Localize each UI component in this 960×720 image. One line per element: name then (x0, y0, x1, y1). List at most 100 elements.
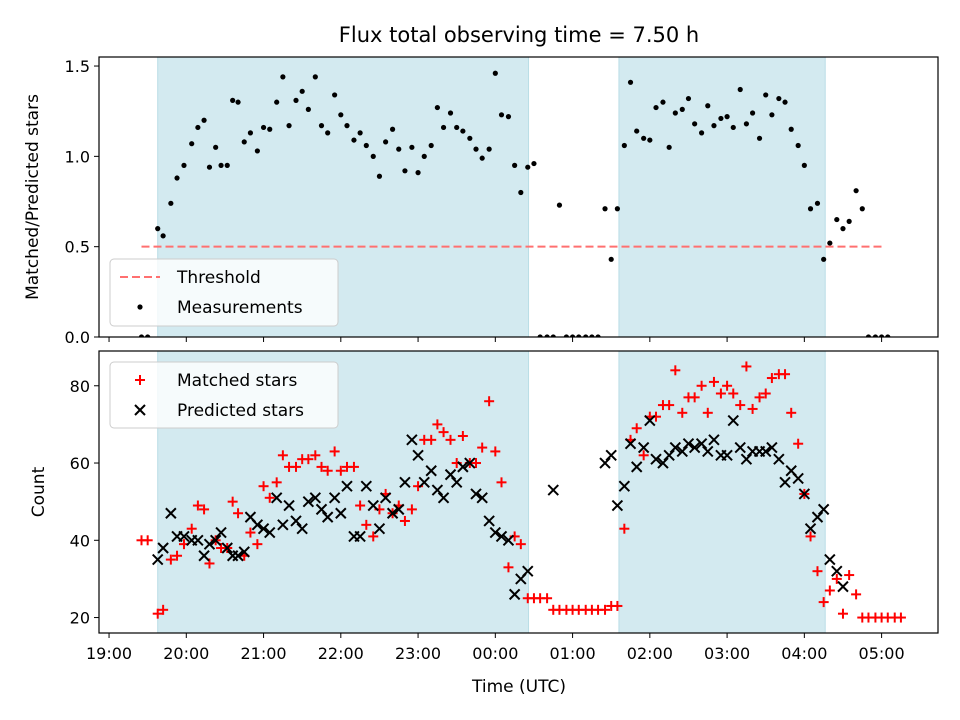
predicted-star-point (393, 503, 405, 516)
predicted-star-point (688, 441, 701, 454)
matched-star-point (638, 450, 649, 461)
matched-star-point (741, 361, 752, 372)
measurement-point (505, 114, 512, 120)
measurement-point (415, 170, 421, 176)
measurement-point (788, 126, 794, 132)
predicted-star-point (406, 434, 418, 446)
chart-title: Flux total observing time = 7.50 h (339, 23, 699, 47)
matched-star-point (271, 477, 282, 488)
matched-star-point (677, 407, 688, 418)
top-legend-box (109, 258, 339, 327)
predicted-star-point (296, 522, 308, 535)
measurement-point (821, 256, 827, 262)
matched-star-point (335, 465, 346, 476)
measurement-point (634, 128, 640, 134)
matched-star-point (542, 593, 553, 604)
legend-measurements-swatch (137, 304, 143, 310)
measurement-point (531, 160, 537, 167)
measurement-point (782, 99, 788, 105)
matched-star-point (786, 407, 797, 418)
matched-star-point (844, 570, 855, 581)
predicted-star-point (373, 522, 386, 535)
measurement-point (679, 106, 685, 112)
predicted-star-point (251, 519, 264, 531)
predicted-star-point (495, 530, 508, 543)
predicted-star-point (464, 457, 476, 469)
predicted-star-point (341, 480, 353, 492)
measurement-point (589, 334, 595, 337)
measurement-point (160, 233, 166, 239)
predicted-star-point (315, 503, 328, 516)
matched-star-point (368, 531, 379, 542)
measurement-point (189, 141, 195, 147)
measurement-point (718, 115, 724, 122)
matched-star-point (754, 392, 765, 403)
x-tick-label-9: 04:00 (781, 644, 827, 663)
predicted-star-point (773, 453, 785, 465)
matched-star-point (264, 492, 275, 503)
measurement-point (840, 226, 846, 232)
predicted-star-point (727, 414, 739, 427)
measurement-point (737, 86, 743, 93)
measurement-point (885, 334, 891, 337)
predicted-star-point (457, 461, 469, 473)
matched-star-point (696, 380, 707, 391)
predicted-star-point (203, 538, 216, 550)
matched-star-point (142, 535, 153, 546)
x-tick-label-2: 21:00 (241, 644, 287, 663)
predicted-star-point (547, 484, 559, 496)
bottom-y-tick-label-0: 20 (70, 609, 90, 628)
matched-star-point (277, 450, 288, 461)
bottom-axes-frame (98, 350, 939, 634)
predicted-star-point (209, 534, 222, 546)
measurement-point (479, 155, 485, 161)
matched-star-point (252, 539, 263, 550)
measurement-point (312, 74, 318, 80)
measurement-point (827, 240, 833, 246)
measurement-point (389, 126, 396, 132)
measurement-point (409, 144, 415, 150)
measurement-point (859, 206, 865, 212)
matched-star-point (670, 365, 681, 376)
measurement-point (363, 142, 369, 149)
x-tick-label-7: 02:00 (627, 644, 673, 663)
predicted-star-point (760, 445, 772, 458)
measurement-point (344, 123, 350, 129)
matched-star-point (322, 465, 333, 476)
measurement-point (332, 92, 338, 98)
bottom-y-tick-label-3: 80 (70, 377, 90, 396)
matched-star-point (233, 508, 244, 519)
measurement-point (460, 128, 466, 134)
matched-star-point (227, 496, 238, 507)
matched-star-point (490, 446, 501, 457)
predicted-star-point (798, 488, 811, 500)
top-y-tick-label-3: 1.5 (65, 57, 90, 76)
matched-star-point (503, 562, 514, 573)
measurement-point (138, 334, 145, 337)
predicted-star-point (483, 515, 495, 527)
predicted-star-point (418, 476, 430, 489)
predicted-star-point (663, 449, 675, 462)
predicted-star-point (232, 550, 244, 562)
measurement-point (155, 226, 161, 232)
measurement-point (537, 334, 543, 337)
predicted-star-point (192, 534, 204, 546)
predicted-star-point (386, 507, 399, 519)
measurement-point (434, 104, 440, 111)
matched-star-point (438, 427, 449, 438)
measurement-point (853, 188, 859, 194)
predicted-star-point (328, 492, 341, 504)
x-tick-label-6: 01:00 (550, 644, 596, 663)
measurement-point (556, 202, 563, 208)
measurement-point (224, 162, 230, 168)
predicted-star-point (157, 542, 169, 554)
matched-star-point (496, 477, 507, 488)
top-y-tick-label-1: 0.5 (65, 238, 90, 257)
matched-star-point (310, 450, 321, 461)
measurement-point (241, 139, 247, 145)
predicted-star-point (637, 441, 650, 454)
measurement-point (814, 200, 821, 206)
measurement-point (595, 334, 601, 337)
measurement-point (569, 334, 576, 337)
predicted-star-point (824, 553, 836, 566)
